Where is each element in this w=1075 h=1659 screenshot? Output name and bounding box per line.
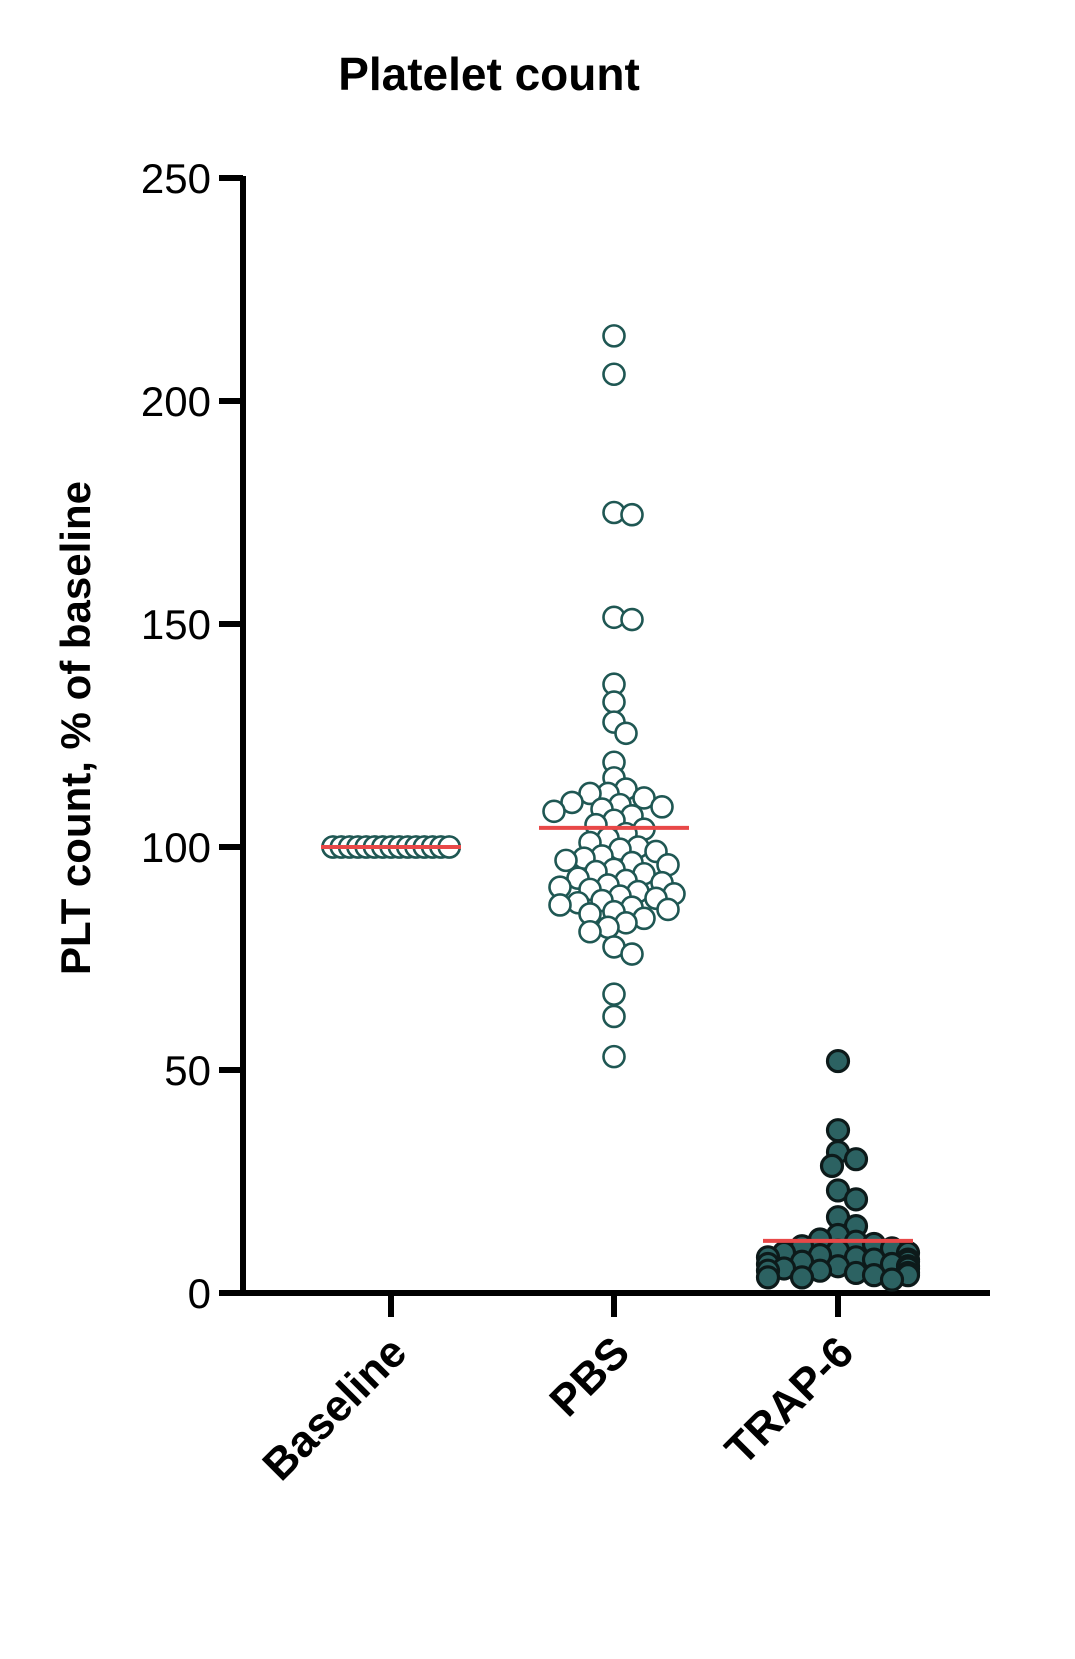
y-axis-label: PLT count, % of baseline [52, 481, 99, 975]
data-point-trap-6 [825, 1118, 851, 1143]
data-point-pbs [602, 982, 626, 1006]
data-point-trap-6 [825, 1048, 851, 1074]
data-point-pbs [620, 942, 644, 966]
chart-title: Platelet count [338, 48, 640, 100]
data-point-pbs [656, 897, 680, 922]
y-tick-label: 150 [141, 601, 211, 648]
data-point-trap-6 [819, 1153, 845, 1178]
mean-lines [321, 825, 913, 1243]
x-tick-label-pbs: PBS [540, 1327, 639, 1426]
data-point-trap-6 [843, 1147, 869, 1172]
axes: 0 50 100 150 200 250 Baseline PBS TRAP-6 [141, 155, 990, 1490]
y-tick-label: 50 [164, 1047, 211, 1094]
data-point-pbs [578, 919, 602, 944]
data-point-trap-6 [755, 1265, 781, 1290]
data-point-pbs [620, 607, 644, 632]
data-point-trap-6 [879, 1267, 905, 1292]
data-point-pbs [602, 1004, 626, 1029]
data-point-pbs [554, 848, 578, 873]
y-tick-label: 200 [141, 378, 211, 425]
data-point-pbs [602, 324, 626, 348]
data-point-pbs [620, 502, 644, 527]
x-tick-label-baseline: Baseline [253, 1327, 416, 1490]
data-point-pbs [548, 893, 572, 917]
x-tick-label-trap-6: TRAP-6 [716, 1327, 863, 1474]
data-point-trap-6 [843, 1187, 869, 1212]
y-tick-label: 250 [141, 155, 211, 202]
data-point-trap-6 [789, 1265, 815, 1290]
data-point-pbs [614, 721, 638, 746]
data-point-pbs [602, 1044, 626, 1069]
y-tick-label: 100 [141, 824, 211, 871]
data-point-pbs [650, 795, 674, 819]
data-point-pbs [602, 362, 626, 387]
data-points [321, 324, 921, 1292]
y-tick-label: 0 [188, 1270, 211, 1317]
data-point-pbs [602, 690, 626, 714]
data-point-pbs [542, 799, 566, 824]
